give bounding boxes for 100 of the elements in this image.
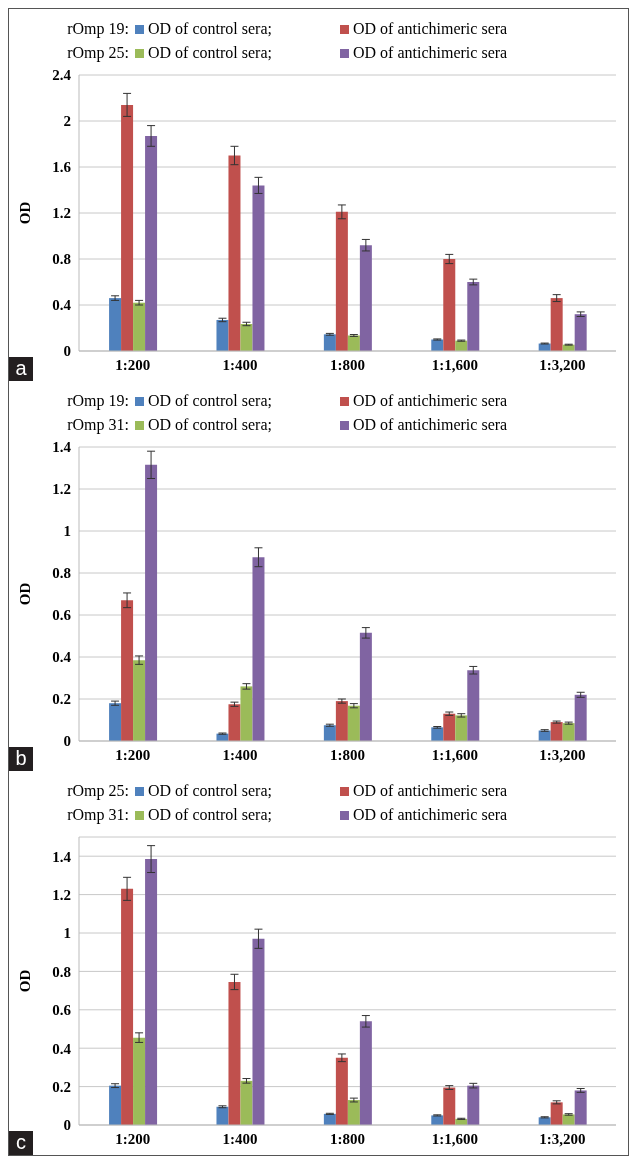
- bar: [347, 1100, 360, 1125]
- y-tick-label: 1.2: [52, 886, 71, 903]
- y-tick-label: 1: [63, 925, 71, 942]
- y-tick-label: 0: [63, 1117, 71, 1134]
- text: rOmp 25:: [66, 782, 130, 800]
- bar: [443, 259, 456, 351]
- y-axis-title: OD: [17, 969, 34, 993]
- bar: [347, 705, 360, 741]
- bar: [228, 981, 241, 1125]
- bar: [133, 660, 146, 741]
- legend-label: OD of antichimeric sera: [353, 20, 508, 38]
- bar: [121, 888, 134, 1125]
- bar: [133, 302, 146, 351]
- text: b: [9, 747, 33, 771]
- legend-label: OD of control sera;: [148, 392, 272, 410]
- bar: [443, 713, 456, 741]
- legend-label: OD of antichimeric sera: [353, 806, 508, 824]
- x-tick-label: 1:800: [330, 356, 365, 373]
- x-tick-label: 1:400: [222, 746, 258, 763]
- text: rOmp 19:: [66, 20, 130, 38]
- bar: [359, 632, 372, 741]
- x-tick-label: 1:200: [115, 356, 151, 373]
- bar: [550, 722, 563, 741]
- text: a: [9, 357, 33, 381]
- bar: [431, 727, 444, 741]
- text: rOmp 31:: [66, 416, 130, 434]
- bar: [240, 323, 253, 351]
- bar: [252, 557, 265, 741]
- bar: [323, 725, 336, 741]
- bar: [323, 334, 336, 351]
- bar: [133, 1037, 146, 1125]
- legend-label: OD of control sera;: [148, 44, 272, 62]
- legend-label: OD of antichimeric sera: [353, 782, 508, 800]
- bar: [216, 1106, 229, 1125]
- y-tick-label: 0: [63, 343, 71, 360]
- bar: [109, 703, 122, 741]
- y-tick-label: 0.2: [52, 1078, 71, 1095]
- y-tick-label: 0.6: [52, 607, 72, 624]
- bar: [121, 600, 134, 741]
- bar: [216, 319, 229, 351]
- bar: [335, 211, 348, 351]
- text: c: [9, 1131, 33, 1155]
- y-tick-label: 1.2: [52, 205, 71, 222]
- y-tick-label: 2: [63, 113, 71, 130]
- bar: [145, 135, 158, 351]
- x-tick-label: 1:1,600: [431, 1130, 479, 1147]
- bar: [359, 1021, 372, 1125]
- x-tick-label: 1:400: [222, 1130, 258, 1147]
- bar: [574, 1090, 587, 1125]
- legend-label: OD of control sera;: [148, 20, 272, 38]
- x-tick-label: 1:800: [330, 1130, 365, 1147]
- x-tick-label: 1:1,600: [431, 746, 479, 763]
- y-tick-label: 0.4: [52, 1040, 72, 1057]
- bar: [145, 464, 158, 741]
- y-tick-label: 0.6: [52, 1002, 72, 1019]
- bar: [347, 335, 360, 351]
- bar: [109, 1085, 122, 1125]
- y-tick-label: 0.2: [52, 691, 71, 708]
- bar: [443, 1087, 456, 1125]
- bar: [252, 938, 265, 1125]
- x-tick-label: 1:3,200: [539, 1130, 586, 1147]
- bar: [562, 1114, 575, 1125]
- bar: [550, 298, 563, 351]
- bar: [562, 723, 575, 741]
- text: rOmp 25:: [66, 44, 130, 62]
- x-tick-label: 1:200: [115, 1130, 151, 1147]
- x-tick-label: 1:3,200: [539, 746, 586, 763]
- y-tick-label: 0.8: [52, 565, 71, 582]
- bar: [228, 155, 241, 351]
- bar: [121, 104, 134, 351]
- legend-label: OD of control sera;: [148, 806, 272, 824]
- y-tick-label: 0.4: [52, 297, 72, 314]
- y-tick-label: 1.4: [52, 848, 72, 865]
- y-tick-label: 1.2: [52, 481, 71, 498]
- y-axis-title: OD: [17, 201, 34, 225]
- x-tick-label: 1:400: [222, 356, 258, 373]
- y-tick-label: 1.6: [52, 159, 72, 176]
- bar: [455, 715, 468, 741]
- bar: [240, 1080, 253, 1125]
- bar: [240, 686, 253, 741]
- y-tick-label: 0.8: [52, 251, 71, 268]
- y-tick-label: 0.4: [52, 649, 72, 666]
- bar: [252, 185, 265, 351]
- legend-label: OD of control sera;: [148, 782, 272, 800]
- y-tick-label: 0.8: [52, 963, 71, 980]
- bar: [359, 245, 372, 351]
- bar: [145, 859, 158, 1125]
- legend-label: OD of antichimeric sera: [353, 44, 508, 62]
- x-tick-label: 1:200: [115, 746, 151, 763]
- x-tick-label: 1:800: [330, 746, 365, 763]
- text: rOmp 31:: [66, 806, 130, 824]
- bar: [574, 314, 587, 351]
- bar: [109, 298, 122, 351]
- y-tick-label: 1.4: [52, 439, 72, 456]
- bar: [467, 282, 480, 351]
- y-axis-title: OD: [17, 582, 34, 606]
- bar: [228, 704, 241, 741]
- text: rOmp 19:: [66, 392, 130, 410]
- legend-label: OD of antichimeric sera: [353, 416, 508, 434]
- legend-label: OD of antichimeric sera: [353, 392, 508, 410]
